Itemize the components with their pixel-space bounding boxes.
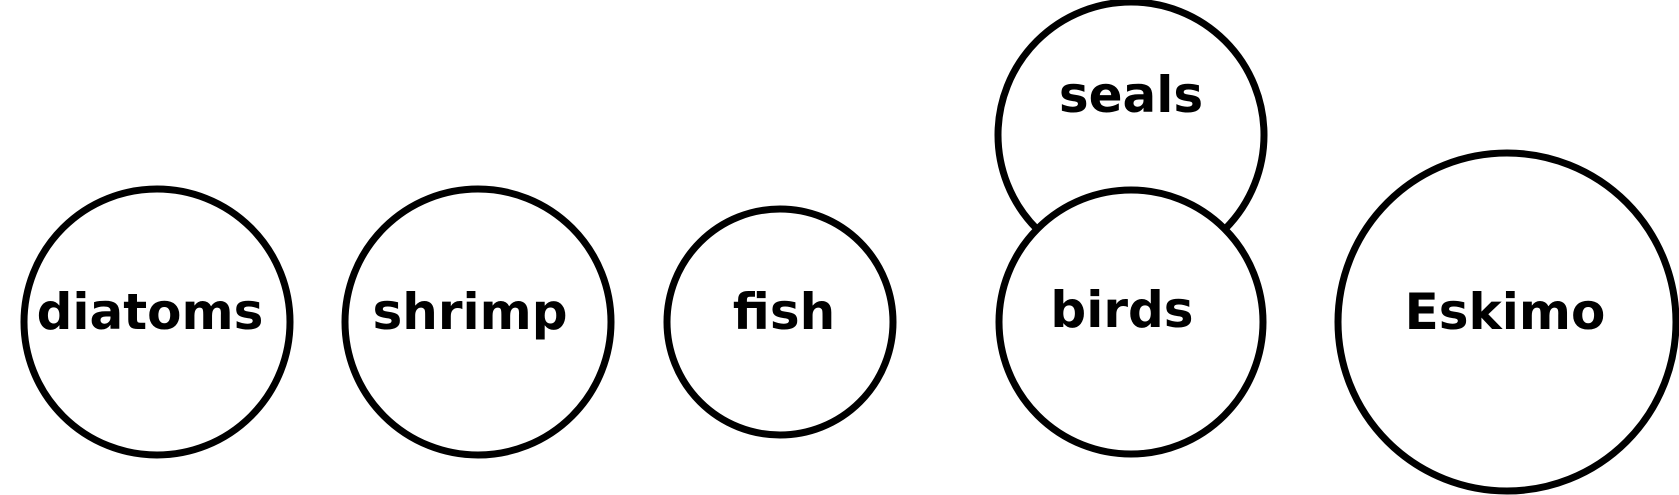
node-diatoms-circle — [20, 185, 294, 459]
node-birds-circle — [995, 186, 1267, 458]
node-seals-label: seals — [1059, 66, 1203, 124]
node-birds-label: birds — [1050, 281, 1193, 339]
node-fish: fish — [663, 205, 897, 439]
node-eskimo-circle — [1334, 149, 1679, 495]
node-shrimp-circle — [341, 185, 615, 459]
node-eskimo-label: Eskimo — [1405, 283, 1606, 341]
node-eskimo: Eskimo — [1334, 149, 1679, 495]
node-fish-label: fish — [733, 283, 835, 341]
node-diatoms-label: diatoms — [37, 283, 264, 341]
node-shrimp: shrimp — [341, 185, 615, 459]
node-seals: seals — [994, 0, 1268, 272]
node-fish-circle — [663, 205, 897, 439]
node-shrimp-label: shrimp — [372, 283, 567, 341]
node-diatoms: diatoms — [20, 185, 294, 459]
node-birds: birds — [995, 186, 1267, 458]
